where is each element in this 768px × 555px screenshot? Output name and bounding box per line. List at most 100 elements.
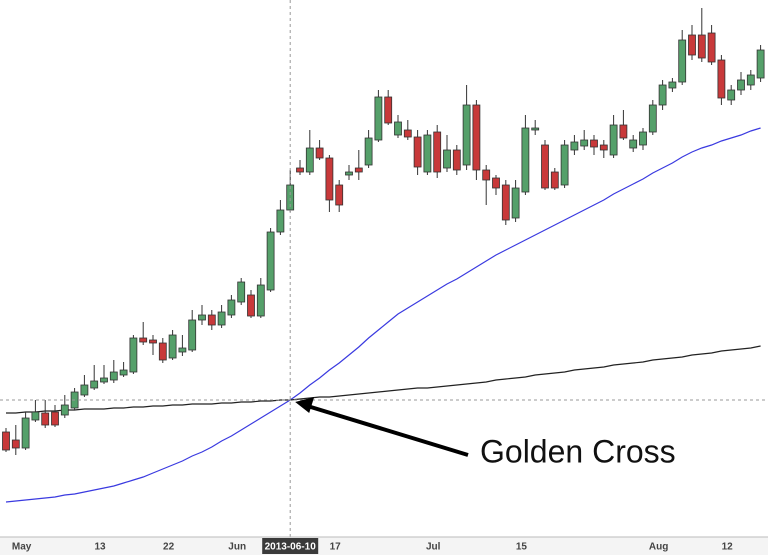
- candle-body: [305, 147, 314, 173]
- candle-body: [462, 104, 471, 166]
- candle-body: [384, 96, 393, 124]
- x-tick-label: Jun: [228, 542, 246, 553]
- candle-body: [648, 104, 657, 133]
- x-tick-label: 12: [722, 542, 734, 553]
- candle-body: [266, 231, 275, 291]
- annotation-arrowhead: [295, 397, 315, 413]
- candle-body: [247, 294, 255, 317]
- candle-body: [560, 144, 569, 186]
- candle-body: [403, 129, 412, 138]
- candle-body: [609, 124, 618, 156]
- candle-body: [41, 412, 50, 426]
- candle-body: [21, 417, 30, 449]
- candle-body: [756, 49, 765, 79]
- x-tick-label: May: [12, 542, 32, 553]
- candle-body: [188, 319, 197, 351]
- candle-body: [374, 96, 383, 141]
- x-tick-label: Aug: [649, 542, 668, 553]
- candle-body: [325, 157, 334, 201]
- candle-body: [746, 74, 755, 86]
- candle-body: [590, 139, 598, 148]
- candle-body: [443, 149, 451, 169]
- candle-body: [433, 131, 442, 173]
- candle-body: [158, 342, 167, 361]
- moving-average-line: [5, 127, 761, 503]
- candle-body: [550, 171, 559, 189]
- crosshair-label-bg: [262, 538, 319, 554]
- candle-body: [531, 127, 540, 131]
- moving-averages: [5, 127, 761, 503]
- x-axis: May 13 22 Jun 2013-06-10 17 Jul 15 Aug 12: [12, 538, 733, 554]
- candle-body: [452, 149, 461, 171]
- candle-body: [394, 121, 402, 136]
- candle-body: [423, 134, 432, 173]
- candle-body: [599, 144, 608, 151]
- candle-body: [521, 127, 530, 193]
- candle-body: [737, 79, 745, 91]
- candle-body: [119, 369, 128, 376]
- annotation-text: Golden Cross: [480, 433, 676, 469]
- crosshair-label: 2013-06-10: [265, 542, 317, 553]
- candle-body: [354, 167, 363, 173]
- candle-body: [168, 334, 177, 359]
- candle-body: [80, 384, 89, 396]
- candle-body: [90, 380, 99, 389]
- crosshair: [0, 0, 768, 537]
- candle-body: [688, 34, 696, 56]
- candle-body: [345, 171, 353, 176]
- candle-body: [668, 81, 677, 89]
- candle-body: [296, 167, 304, 173]
- candle-body: [276, 209, 285, 233]
- candle-body: [178, 347, 187, 353]
- x-tick-label: 17: [330, 542, 342, 553]
- candle-body: [717, 59, 726, 99]
- candle-body: [2, 431, 10, 451]
- candle-body: [482, 169, 491, 181]
- candle-body: [697, 34, 706, 59]
- candle-body: [501, 184, 510, 221]
- candle-body: [580, 139, 589, 147]
- annotation-arrow: [303, 403, 469, 457]
- candle-body: [227, 299, 236, 316]
- candle-body: [217, 311, 226, 326]
- candle-body: [619, 124, 628, 139]
- x-axis-strip: [0, 537, 768, 555]
- moving-average-line: [6, 345, 761, 414]
- x-tick-label: 15: [516, 542, 528, 553]
- candle-body: [727, 89, 736, 101]
- candle-body: [707, 32, 716, 63]
- candle-body: [198, 314, 206, 321]
- candle-body: [207, 314, 216, 326]
- candle-body: [109, 371, 118, 381]
- candle-body: [364, 137, 373, 166]
- candle-body: [570, 141, 579, 151]
- annotation: Golden Cross: [295, 397, 676, 469]
- candle-body: [11, 439, 20, 449]
- x-tick-label: 22: [163, 542, 175, 553]
- candle-body: [237, 281, 246, 303]
- candle-body: [31, 411, 40, 421]
- candle-body: [139, 337, 148, 343]
- candle-body: [413, 136, 422, 168]
- candle-body: [129, 337, 138, 373]
- candle-body: [629, 139, 638, 149]
- candle-body: [492, 177, 500, 189]
- candle-body: [639, 131, 647, 146]
- x-tick-label: 13: [94, 542, 106, 553]
- candle-body: [100, 377, 108, 383]
- candle-body: [60, 404, 69, 416]
- candles: [2, 8, 765, 455]
- candle-body: [472, 104, 481, 171]
- candle-body: [511, 187, 520, 219]
- candle-body: [541, 144, 549, 189]
- x-tick-label: Jul: [426, 542, 441, 553]
- candle-body: [315, 147, 324, 159]
- candle-body: [335, 184, 344, 206]
- candle-body: [678, 39, 687, 83]
- candle-body: [149, 339, 157, 344]
- candle-body: [51, 411, 59, 426]
- candle-body: [256, 284, 265, 317]
- candle-body: [658, 84, 667, 106]
